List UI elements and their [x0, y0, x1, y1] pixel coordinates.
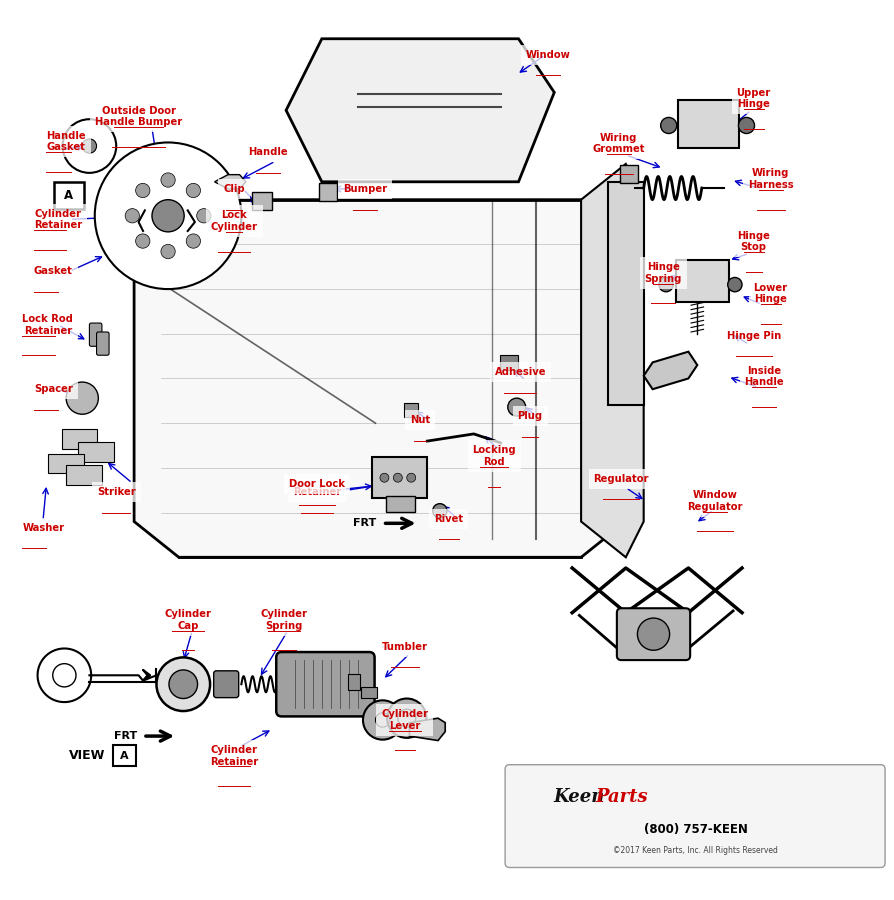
- Text: Window
Regulator: Window Regulator: [687, 491, 743, 512]
- Text: Cylinder
Retainer: Cylinder Retainer: [34, 209, 82, 230]
- Text: (800) 757-KEEN: (800) 757-KEEN: [644, 824, 747, 836]
- Circle shape: [659, 277, 673, 292]
- Text: Upper
Hinge: Upper Hinge: [737, 88, 771, 110]
- FancyBboxPatch shape: [97, 332, 109, 356]
- FancyBboxPatch shape: [676, 260, 729, 302]
- Text: Bumper: Bumper: [342, 184, 387, 194]
- Circle shape: [66, 382, 98, 414]
- Text: Inside
Handle: Inside Handle: [745, 366, 784, 388]
- FancyBboxPatch shape: [404, 402, 418, 417]
- Polygon shape: [286, 39, 554, 182]
- Text: Cylinder
Cap: Cylinder Cap: [164, 609, 211, 631]
- FancyBboxPatch shape: [89, 323, 102, 346]
- Circle shape: [407, 473, 416, 482]
- Circle shape: [125, 209, 139, 223]
- FancyBboxPatch shape: [361, 687, 377, 698]
- FancyBboxPatch shape: [214, 670, 239, 698]
- Circle shape: [95, 142, 241, 289]
- Circle shape: [82, 139, 97, 153]
- Text: VIEW: VIEW: [70, 749, 105, 762]
- Polygon shape: [409, 718, 445, 741]
- Text: Handle
Gasket: Handle Gasket: [46, 130, 86, 152]
- Circle shape: [387, 698, 426, 738]
- Text: Plug: Plug: [518, 411, 543, 421]
- Text: Cylinder
Spring: Cylinder Spring: [261, 609, 308, 631]
- FancyBboxPatch shape: [678, 100, 739, 148]
- Text: Tumbler: Tumbler: [382, 642, 428, 652]
- FancyBboxPatch shape: [62, 429, 97, 449]
- Circle shape: [169, 670, 198, 698]
- Text: A: A: [64, 189, 73, 202]
- Text: Wiring
Harness: Wiring Harness: [747, 168, 794, 190]
- Text: Locking
Rod: Locking Rod: [473, 446, 516, 467]
- FancyBboxPatch shape: [78, 442, 114, 462]
- FancyBboxPatch shape: [505, 765, 885, 868]
- Circle shape: [186, 184, 200, 198]
- Polygon shape: [608, 182, 644, 405]
- FancyBboxPatch shape: [348, 674, 360, 690]
- Text: Door Lock: Door Lock: [290, 479, 345, 489]
- Text: Clip: Clip: [224, 184, 245, 194]
- FancyBboxPatch shape: [66, 465, 102, 485]
- Circle shape: [136, 234, 150, 248]
- Circle shape: [161, 173, 175, 187]
- Text: Gasket: Gasket: [34, 266, 72, 276]
- Text: Parts: Parts: [595, 788, 647, 806]
- Polygon shape: [215, 175, 246, 189]
- Text: FRT: FRT: [114, 731, 137, 741]
- Text: Outside Door
Handle Bumper: Outside Door Handle Bumper: [95, 105, 182, 127]
- FancyBboxPatch shape: [500, 356, 518, 371]
- Text: Lock
Cylinder: Lock Cylinder: [211, 211, 257, 232]
- Circle shape: [197, 209, 211, 223]
- Circle shape: [508, 398, 526, 416]
- Text: Wiring
Grommet: Wiring Grommet: [593, 132, 645, 154]
- Text: FRT: FRT: [353, 518, 376, 528]
- Text: Hinge Pin: Hinge Pin: [727, 330, 780, 340]
- Text: Washer: Washer: [22, 523, 64, 533]
- Polygon shape: [38, 649, 91, 702]
- Text: Spacer: Spacer: [34, 384, 72, 394]
- Text: Striker: Striker: [97, 487, 136, 497]
- Text: Lock Rod
Retainer: Lock Rod Retainer: [22, 314, 73, 336]
- FancyBboxPatch shape: [372, 457, 427, 499]
- Text: Retainer: Retainer: [293, 487, 342, 497]
- Circle shape: [161, 245, 175, 258]
- Circle shape: [661, 117, 677, 133]
- Circle shape: [393, 473, 402, 482]
- Text: Adhesive: Adhesive: [494, 367, 546, 377]
- Circle shape: [637, 618, 670, 651]
- Text: Nut: Nut: [410, 416, 430, 426]
- Circle shape: [186, 234, 200, 248]
- Polygon shape: [644, 352, 697, 389]
- Circle shape: [738, 117, 755, 133]
- Text: Rivet: Rivet: [434, 514, 463, 524]
- Text: Regulator: Regulator: [594, 473, 649, 483]
- Text: Cylinder
Retainer: Cylinder Retainer: [210, 745, 258, 767]
- FancyBboxPatch shape: [48, 454, 84, 473]
- Circle shape: [433, 504, 447, 518]
- FancyBboxPatch shape: [620, 165, 638, 183]
- FancyBboxPatch shape: [276, 652, 375, 716]
- Circle shape: [728, 277, 742, 292]
- Text: Cylinder
Lever: Cylinder Lever: [382, 709, 428, 731]
- Circle shape: [380, 473, 389, 482]
- Text: Handle: Handle: [249, 148, 288, 157]
- Circle shape: [136, 184, 150, 198]
- Polygon shape: [581, 164, 644, 557]
- Circle shape: [152, 200, 184, 232]
- FancyBboxPatch shape: [386, 497, 415, 512]
- FancyBboxPatch shape: [617, 608, 690, 660]
- Text: Window: Window: [526, 50, 570, 60]
- Polygon shape: [134, 200, 626, 557]
- Text: Lower
Hinge: Lower Hinge: [754, 283, 788, 304]
- FancyBboxPatch shape: [252, 192, 272, 210]
- Circle shape: [156, 657, 210, 711]
- FancyBboxPatch shape: [319, 183, 337, 201]
- Circle shape: [363, 700, 402, 740]
- Text: ©2017 Keen Parts, Inc. All Rights Reserved: ©2017 Keen Parts, Inc. All Rights Reserv…: [613, 846, 778, 855]
- Text: Hinge
Stop: Hinge Stop: [738, 231, 770, 253]
- Text: A: A: [120, 751, 129, 760]
- Text: Hinge
Spring: Hinge Spring: [645, 262, 682, 284]
- Text: Keen: Keen: [553, 788, 605, 806]
